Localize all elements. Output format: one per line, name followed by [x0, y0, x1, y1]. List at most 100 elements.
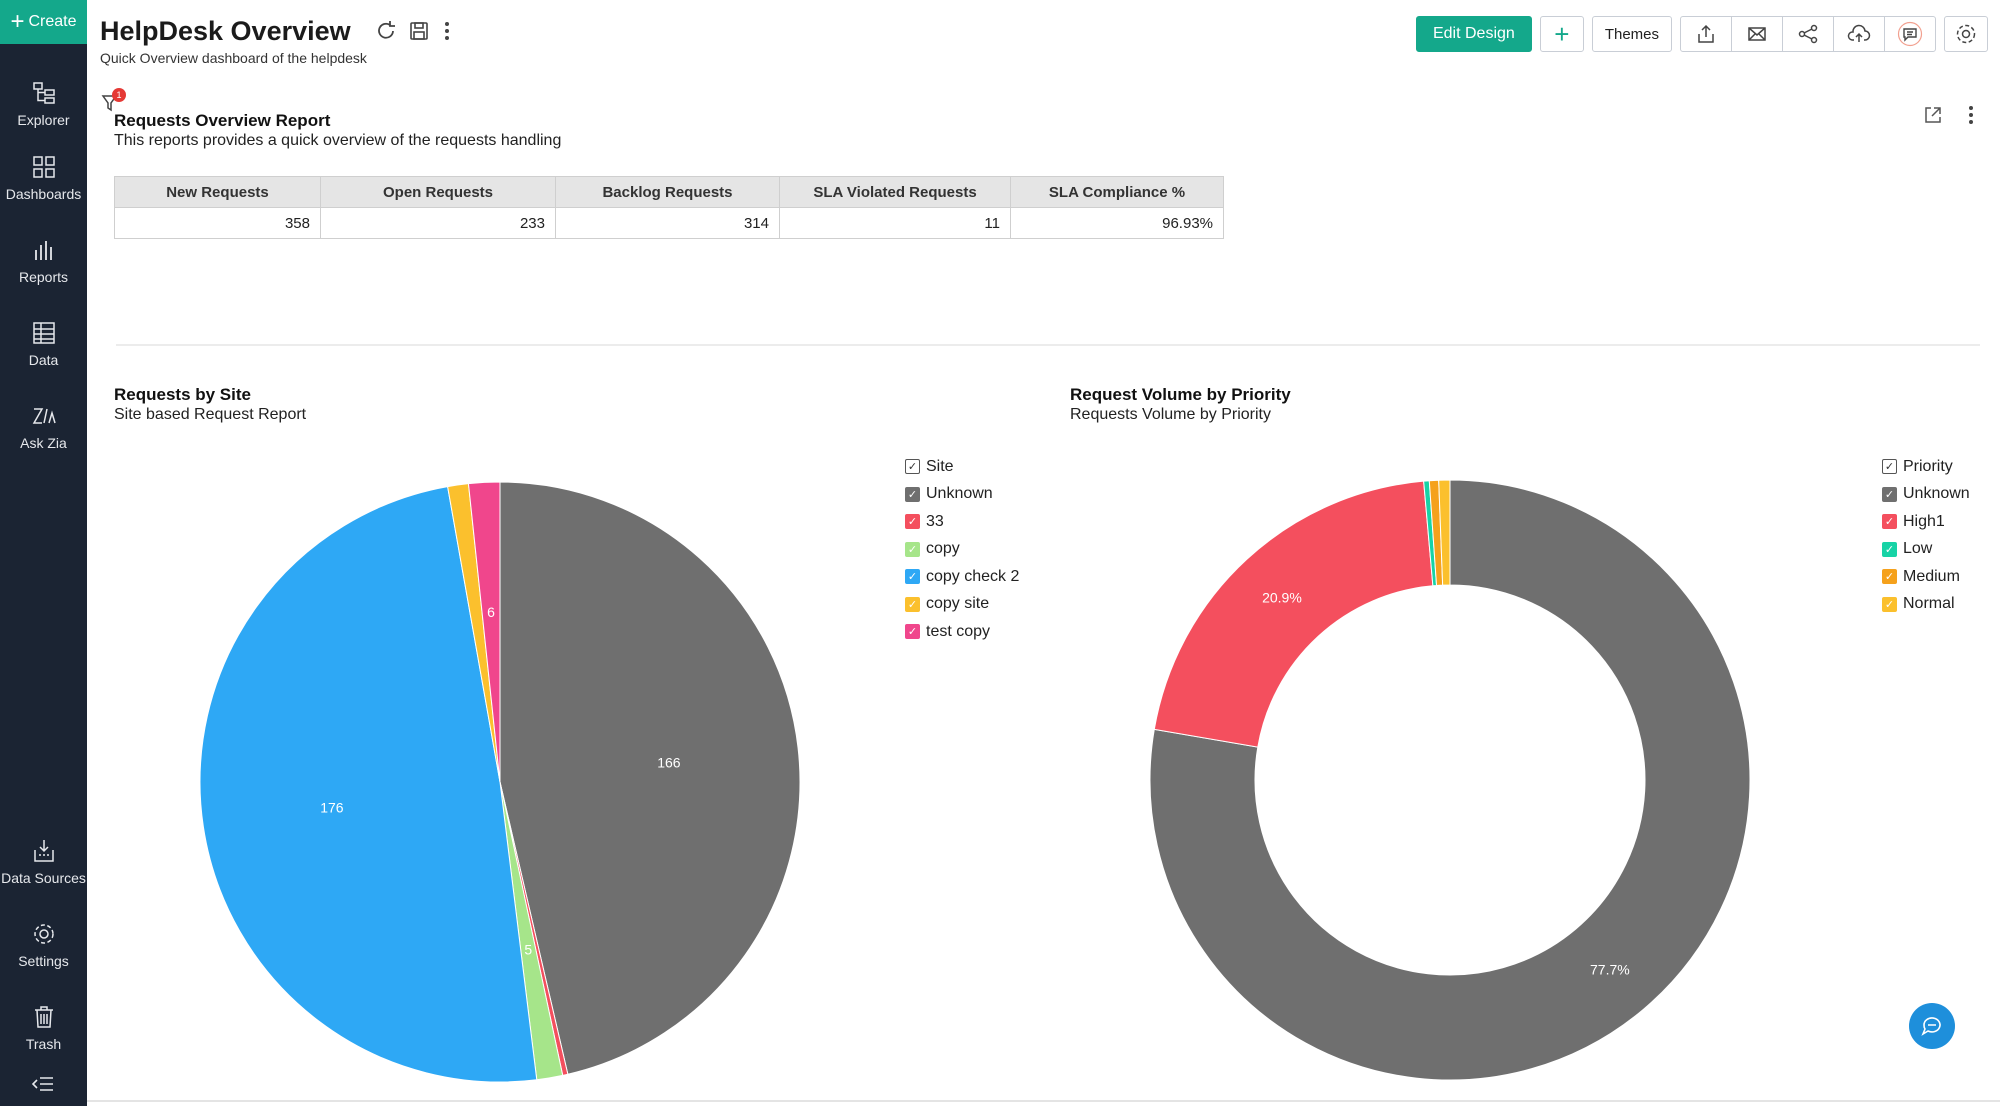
- table-cell: 314: [555, 207, 780, 239]
- checkbox-icon: ✓: [1882, 569, 1897, 585]
- legend-item[interactable]: ✓ Unknown: [1882, 481, 1970, 509]
- overview-report-description: This reports provides a quick overview o…: [114, 132, 562, 149]
- legend-title: Site: [926, 457, 954, 475]
- table-cell: 233: [320, 207, 556, 239]
- table-header-cell: SLA Violated Requests: [779, 176, 1011, 208]
- add-widget-button[interactable]: +: [1539, 16, 1584, 52]
- sidebar-item-data-sources[interactable]: Data Sources: [0, 828, 87, 896]
- site-pie-chart[interactable]: 166 5 176 6: [190, 470, 830, 1090]
- legend-item[interactable]: ✓ copy site: [905, 591, 1019, 619]
- priority-legend: ✓ Priority ✓ Unknown ✓ High1 ✓ Low ✓ Medium ✓ Norma…: [1882, 453, 1970, 618]
- publish-button[interactable]: [1834, 17, 1885, 51]
- legend-item[interactable]: ✓ Low: [1882, 536, 1970, 564]
- sidebar-item-label: Settings: [18, 953, 69, 969]
- sidebar-item-reports[interactable]: Reports: [0, 227, 87, 295]
- themes-button[interactable]: Themes: [1591, 16, 1672, 52]
- legend-label: Low: [1903, 540, 1933, 558]
- chat-support-button[interactable]: [1909, 1003, 1955, 1049]
- table-header-row: New Requests Open Requests Backlog Reque…: [114, 176, 1224, 208]
- dashboard-title: HelpDesk Overview: [100, 16, 351, 46]
- create-label: Create: [28, 13, 77, 30]
- table-header-cell: New Requests: [114, 176, 321, 208]
- table-cell: 11: [779, 207, 1011, 239]
- collapse-sidebar-icon[interactable]: [30, 1074, 56, 1094]
- priority-donut-chart[interactable]: 77.7% 20.9%: [1150, 470, 1770, 1090]
- sidebar-item-data[interactable]: Data: [0, 310, 87, 378]
- export-button[interactable]: [1681, 17, 1732, 51]
- legend-label: Normal: [1903, 595, 1955, 613]
- checkbox-icon: ✓: [905, 486, 920, 502]
- checkbox-icon: ✓: [1882, 541, 1897, 557]
- pie-slice-test-copy[interactable]: [467, 481, 501, 783]
- checkbox-icon: ✓: [1882, 596, 1897, 612]
- legend-item[interactable]: ✓ Medium: [1882, 563, 1970, 591]
- section-divider: [116, 344, 1980, 346]
- sidebar-item-ask-zia[interactable]: Ask Zia: [0, 393, 87, 461]
- sidebar-item-label: Ask Zia: [20, 435, 67, 451]
- legend-item[interactable]: ✓ High1: [1882, 508, 1970, 536]
- more-options-icon[interactable]: [436, 20, 458, 42]
- sidebar-item-label: Dashboards: [5, 186, 82, 202]
- settings-icon: [1956, 24, 1976, 44]
- site-legend: ✓ Site ✓ Unknown ✓ 33 ✓ copy ✓ copy check 2 ✓ copy …: [905, 453, 1019, 646]
- open-in-new-icon[interactable]: [1922, 104, 1944, 126]
- bottom-border: [87, 1100, 2000, 1102]
- share-button[interactable]: [1783, 17, 1834, 51]
- ask-zia-icon: [32, 408, 56, 424]
- overview-report-title: Requests Overview Report: [114, 111, 331, 130]
- legend-title-row[interactable]: ✓ Priority: [1882, 453, 1970, 481]
- chat-icon: [1921, 1017, 1941, 1036]
- table-header-cell: Backlog Requests: [555, 176, 780, 208]
- legend-item[interactable]: ✓ copy check 2: [905, 563, 1019, 591]
- refresh-icon[interactable]: [375, 20, 397, 42]
- legend-label: 33: [926, 512, 944, 530]
- comment-icon: [1897, 21, 1923, 47]
- report-more-options-icon[interactable]: [1960, 104, 1982, 126]
- save-icon[interactable]: [408, 20, 430, 42]
- sidebar-item-trash[interactable]: Trash: [0, 994, 87, 1062]
- legend-item[interactable]: ✓ 33: [905, 508, 1019, 536]
- checkbox-icon: ✓: [1882, 459, 1897, 475]
- edit-design-button[interactable]: Edit Design: [1415, 16, 1532, 52]
- create-button[interactable]: + Create: [0, 0, 87, 44]
- legend-item[interactable]: ✓ copy: [905, 536, 1019, 564]
- legend-item[interactable]: ✓ test copy: [905, 618, 1019, 646]
- pie-slice-unknown[interactable]: [499, 481, 801, 1075]
- checkbox-icon: ✓: [905, 569, 920, 585]
- trash-icon: [34, 1006, 53, 1028]
- export-icon: [1698, 24, 1714, 43]
- pie-slice-unknown[interactable]: [1150, 479, 1751, 1081]
- dashboard-subtitle: Quick Overview dashboard of the helpdesk: [100, 50, 367, 66]
- sidebar-item-label: Trash: [25, 1036, 62, 1052]
- sidebar-item-settings[interactable]: Settings: [0, 911, 87, 979]
- settings-icon: [33, 924, 54, 944]
- sidebar-item-dashboards[interactable]: Dashboards: [0, 144, 87, 212]
- legend-item[interactable]: ✓ Normal: [1882, 591, 1970, 619]
- dashboard-settings-button[interactable]: [1944, 16, 1988, 52]
- checkbox-icon: ✓: [905, 514, 920, 530]
- legend-label: High1: [1903, 512, 1945, 530]
- data-label: 176: [320, 799, 344, 815]
- legend-item[interactable]: ✓ Unknown: [905, 481, 1019, 509]
- table-cell: 96.93%: [1010, 207, 1224, 239]
- pie-slice-normal[interactable]: [1438, 479, 1451, 586]
- email-button[interactable]: [1732, 17, 1783, 51]
- table-cell: 358: [114, 207, 321, 239]
- toolbar: Edit Design + Themes: [1415, 16, 1988, 52]
- data-label: 6: [487, 604, 495, 620]
- data-sources-icon: [33, 840, 54, 862]
- pie-slice-copy-check-2[interactable]: [199, 486, 538, 1083]
- sidebar-item-label: Data Sources: [1, 870, 86, 886]
- data-icon: [32, 322, 55, 344]
- comments-button[interactable]: [1885, 17, 1935, 51]
- legend-label: test copy: [926, 622, 991, 640]
- legend-title-row[interactable]: ✓ Site: [905, 453, 1019, 481]
- checkbox-icon: ✓: [1882, 514, 1897, 530]
- plus-icon: +: [1554, 18, 1570, 49]
- checkbox-icon: ✓: [1882, 486, 1897, 502]
- checkbox-icon: ✓: [905, 624, 920, 640]
- sidebar-item-explorer[interactable]: Explorer: [0, 70, 87, 138]
- pie-slice-high1[interactable]: [1153, 480, 1434, 748]
- table-row: 358 233 314 11 96.93%: [114, 207, 1224, 239]
- explorer-icon: [32, 82, 55, 104]
